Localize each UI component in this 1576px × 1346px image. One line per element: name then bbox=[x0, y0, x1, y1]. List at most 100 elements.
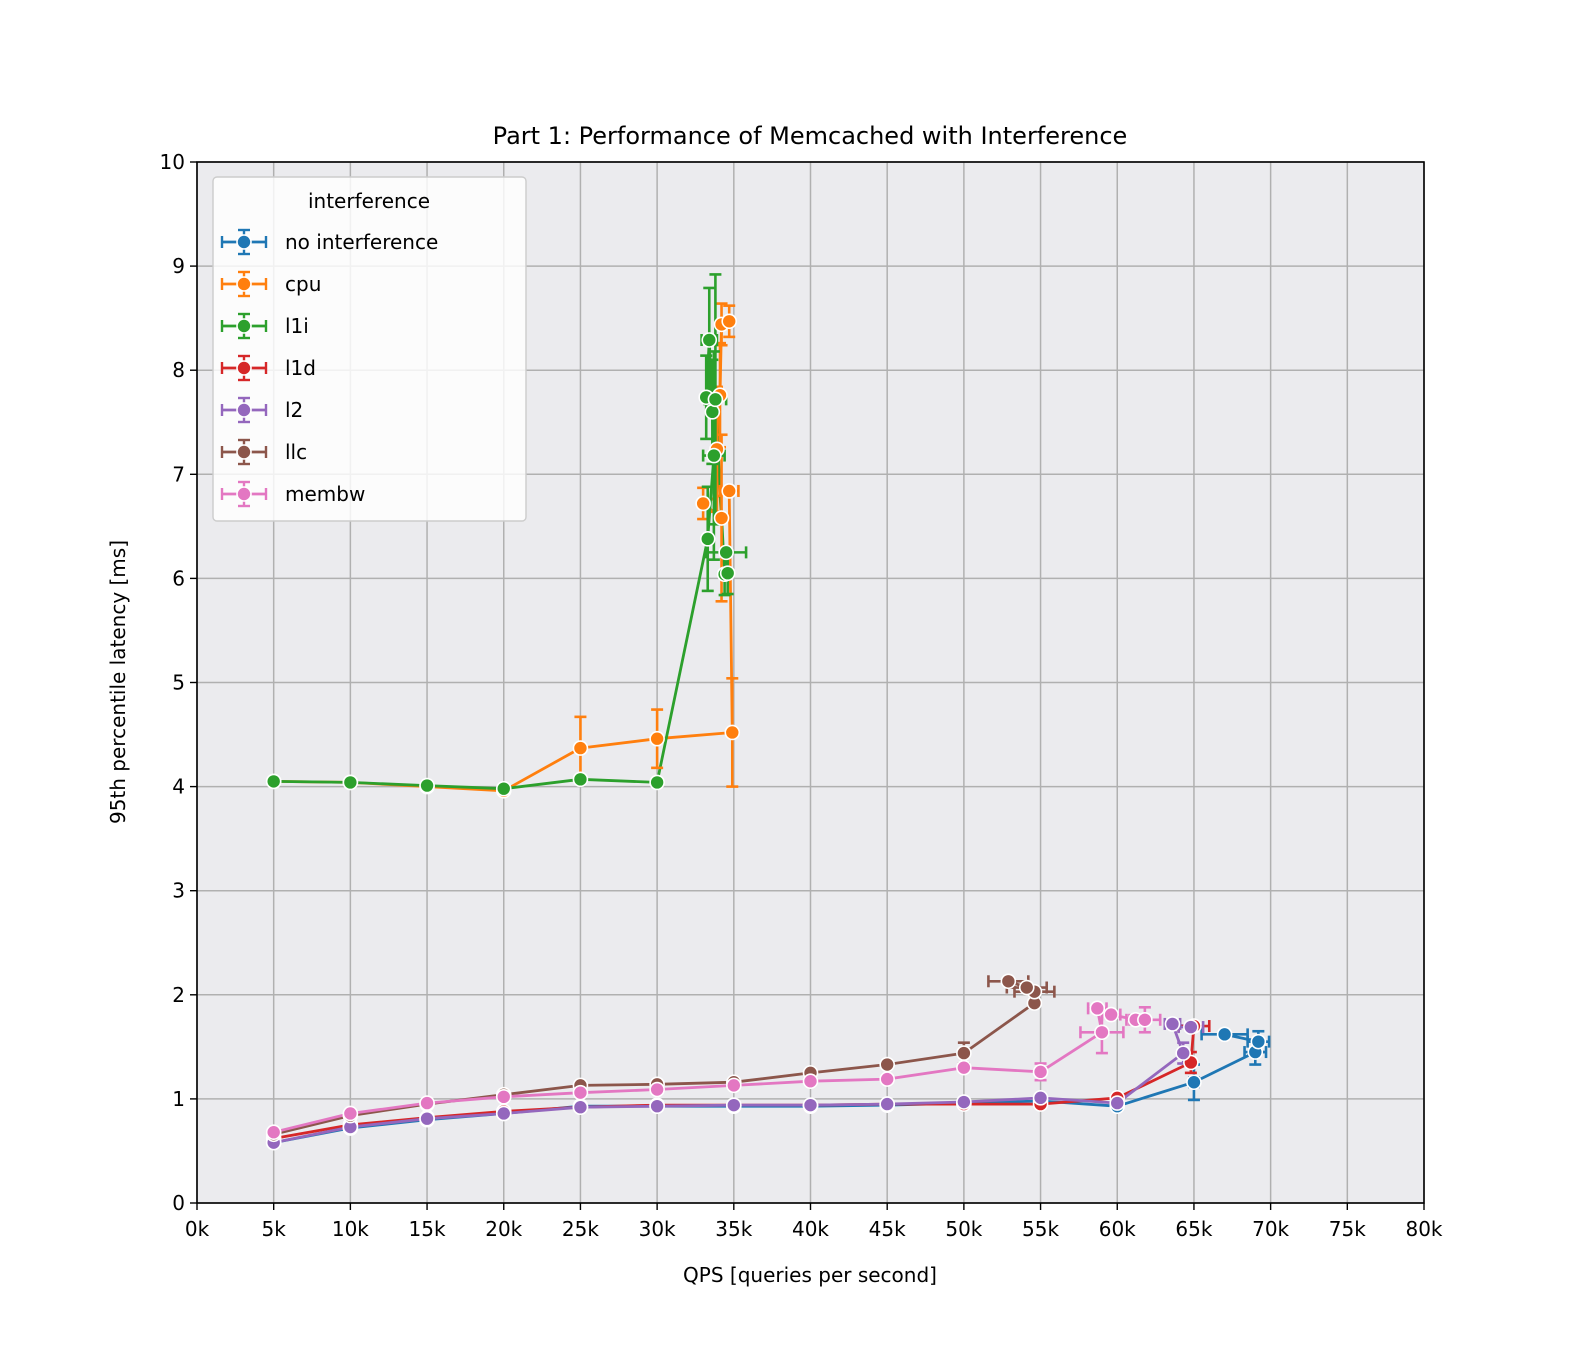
data-point bbox=[649, 1081, 665, 1098]
legend-entry: l1d bbox=[220, 354, 316, 382]
data-point bbox=[1032, 1090, 1049, 1106]
x-tick-label: 70k bbox=[1252, 1217, 1289, 1241]
data-point bbox=[649, 1098, 665, 1114]
x-tick-label: 60k bbox=[1099, 1217, 1136, 1241]
legend-entry: l2 bbox=[220, 396, 303, 424]
data-point bbox=[495, 1089, 512, 1105]
data-point bbox=[1250, 1033, 1267, 1050]
data-point bbox=[706, 447, 722, 464]
data-point bbox=[956, 1094, 972, 1110]
legend-marker bbox=[236, 444, 252, 460]
legend-entry: no interference bbox=[220, 228, 438, 256]
data-point bbox=[1164, 1016, 1181, 1032]
legend-label: no interference bbox=[285, 230, 438, 254]
legend-marker bbox=[236, 318, 252, 334]
data-point bbox=[718, 544, 734, 561]
data-point bbox=[572, 1099, 589, 1116]
x-tick-label: 0k bbox=[185, 1217, 210, 1241]
x-tick-label: 45k bbox=[869, 1217, 906, 1241]
data-point bbox=[721, 483, 738, 499]
data-point bbox=[265, 773, 282, 790]
chart-title: Part 1: Performance of Memcached with In… bbox=[493, 122, 1128, 150]
legend-label: llc bbox=[285, 440, 307, 464]
data-point bbox=[342, 774, 359, 791]
x-tick-label: 30k bbox=[639, 1217, 676, 1241]
data-point bbox=[726, 1077, 742, 1094]
x-tick-label: 65k bbox=[1175, 1217, 1212, 1241]
x-tick-label: 35k bbox=[715, 1217, 752, 1241]
x-axis-label: QPS [queries per second] bbox=[683, 1263, 937, 1287]
y-tick-label: 7 bbox=[172, 462, 185, 486]
legend-entry: l1i bbox=[220, 312, 309, 340]
data-point bbox=[713, 510, 730, 526]
axis-ticks: 0k 5k 10k 15k 20k 25k 30k 35k 40k 45k 50k 55k 60k 65k… bbox=[160, 150, 1443, 1241]
data-point bbox=[572, 1084, 589, 1101]
y-tick-label: 0 bbox=[172, 1191, 185, 1215]
data-point bbox=[879, 1056, 895, 1073]
series-markers bbox=[265, 313, 1267, 1151]
data-point bbox=[649, 730, 665, 747]
data-point bbox=[419, 1110, 435, 1127]
data-point bbox=[802, 1073, 819, 1090]
x-tick-label: 10k bbox=[332, 1217, 369, 1241]
y-tick-label: 2 bbox=[172, 983, 185, 1007]
legend-marker bbox=[236, 234, 252, 250]
y-tick-label: 10 bbox=[160, 150, 185, 174]
data-point bbox=[879, 1096, 895, 1112]
legend-entry: cpu bbox=[220, 270, 321, 298]
x-tick-label: 40k bbox=[792, 1217, 829, 1241]
legend-marker bbox=[236, 486, 252, 502]
legend-marker bbox=[236, 360, 252, 376]
data-point bbox=[704, 404, 721, 420]
y-tick-label: 4 bbox=[172, 775, 185, 799]
data-point bbox=[879, 1071, 895, 1087]
data-point bbox=[1109, 1095, 1126, 1111]
legend-label: l2 bbox=[285, 398, 303, 422]
data-point bbox=[1183, 1019, 1199, 1035]
data-point bbox=[724, 724, 741, 741]
data-point bbox=[719, 565, 736, 581]
legend-marker bbox=[236, 276, 252, 292]
data-point bbox=[707, 391, 724, 408]
data-point bbox=[1094, 1024, 1110, 1041]
data-point bbox=[1103, 1006, 1119, 1023]
legend-entry: membw bbox=[220, 480, 365, 508]
x-tick-label: 50k bbox=[945, 1217, 982, 1241]
x-tick-label: 25k bbox=[562, 1217, 599, 1241]
legend-label: cpu bbox=[285, 272, 321, 296]
x-tick-label: 5k bbox=[262, 1217, 287, 1241]
legend: interference no interference cpu l1i l1d l2 l… bbox=[212, 176, 527, 522]
data-point bbox=[495, 1105, 512, 1122]
data-point bbox=[1089, 1000, 1106, 1017]
data-point bbox=[1000, 973, 1017, 990]
data-point bbox=[1018, 979, 1035, 996]
y-tick-label: 1 bbox=[172, 1087, 185, 1111]
data-point bbox=[956, 1059, 972, 1076]
legend-label: l1i bbox=[285, 314, 309, 338]
data-point bbox=[1032, 1064, 1049, 1080]
data-point bbox=[956, 1045, 972, 1061]
x-tick-label: 55k bbox=[1022, 1217, 1059, 1241]
y-axis-label: 95th percentile latency [ms] bbox=[106, 540, 130, 824]
data-point bbox=[1175, 1045, 1192, 1061]
data-point bbox=[649, 774, 665, 791]
y-tick-label: 9 bbox=[172, 254, 185, 278]
data-point bbox=[802, 1097, 819, 1113]
legend-label: membw bbox=[285, 482, 365, 506]
data-point bbox=[572, 771, 589, 788]
y-tick-label: 5 bbox=[172, 671, 185, 695]
data-point bbox=[701, 332, 718, 348]
data-point bbox=[419, 1095, 435, 1111]
data-point bbox=[695, 495, 711, 512]
data-point bbox=[1216, 1026, 1233, 1043]
data-point bbox=[1186, 1074, 1202, 1091]
data-point bbox=[726, 1097, 742, 1113]
data-point bbox=[721, 313, 738, 330]
y-tick-label: 3 bbox=[172, 879, 185, 903]
x-tick-label: 75k bbox=[1329, 1217, 1366, 1241]
x-tick-label: 20k bbox=[485, 1217, 522, 1241]
legend-label: l1d bbox=[285, 356, 316, 380]
data-point bbox=[572, 740, 589, 756]
y-tick-label: 8 bbox=[172, 358, 185, 382]
